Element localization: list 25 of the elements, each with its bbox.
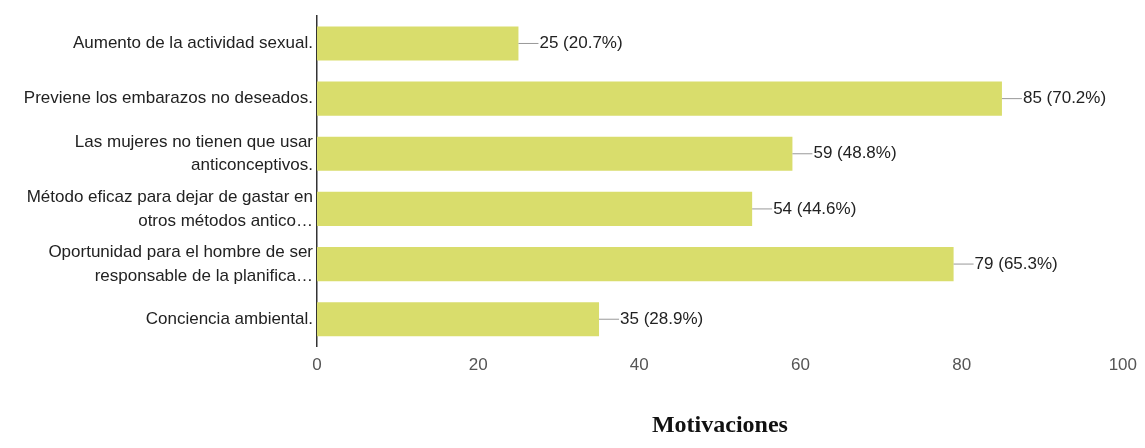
- data-label: 54 (44.6%): [773, 198, 857, 218]
- data-label: 85 (70.2%): [1022, 88, 1107, 108]
- bar: [317, 26, 519, 61]
- bar: [317, 302, 600, 337]
- data-label: 59 (48.8%): [813, 143, 897, 163]
- bar: [317, 191, 753, 227]
- x-tick-label: 20: [468, 354, 488, 374]
- y-tick-label: Método eficaz para dejar de gastar en otros métodos antico…: [26, 186, 313, 230]
- bar: [317, 246, 954, 282]
- y-tick-label: Previene los embarazos no deseados.: [23, 88, 313, 108]
- x-tick-label: 100: [1108, 354, 1138, 374]
- x-tick-label: 80: [952, 354, 972, 374]
- y-tick-label: Aumento de la actividad sexual.: [72, 33, 313, 53]
- x-tick-label: 60: [791, 354, 810, 374]
- data-label: 79 (65.3%): [974, 253, 1058, 273]
- y-tick-label: Oportunidad para el hombre de ser responsable de la planifica…: [48, 241, 314, 285]
- data-label: 35 (28.9%): [620, 308, 704, 328]
- x-tick-label: 40: [629, 354, 649, 374]
- x-tick-label: 0: [312, 354, 322, 374]
- x-axis-title: Motivaciones: [651, 410, 788, 437]
- y-tick-label: Las mujeres no tienen que usar anticonceptivos.: [74, 131, 314, 175]
- data-label: 25 (20.7%): [539, 33, 623, 53]
- y-tick-label: Conciencia ambiental.: [145, 308, 313, 328]
- bar: [317, 136, 793, 171]
- bar: [317, 81, 1002, 116]
